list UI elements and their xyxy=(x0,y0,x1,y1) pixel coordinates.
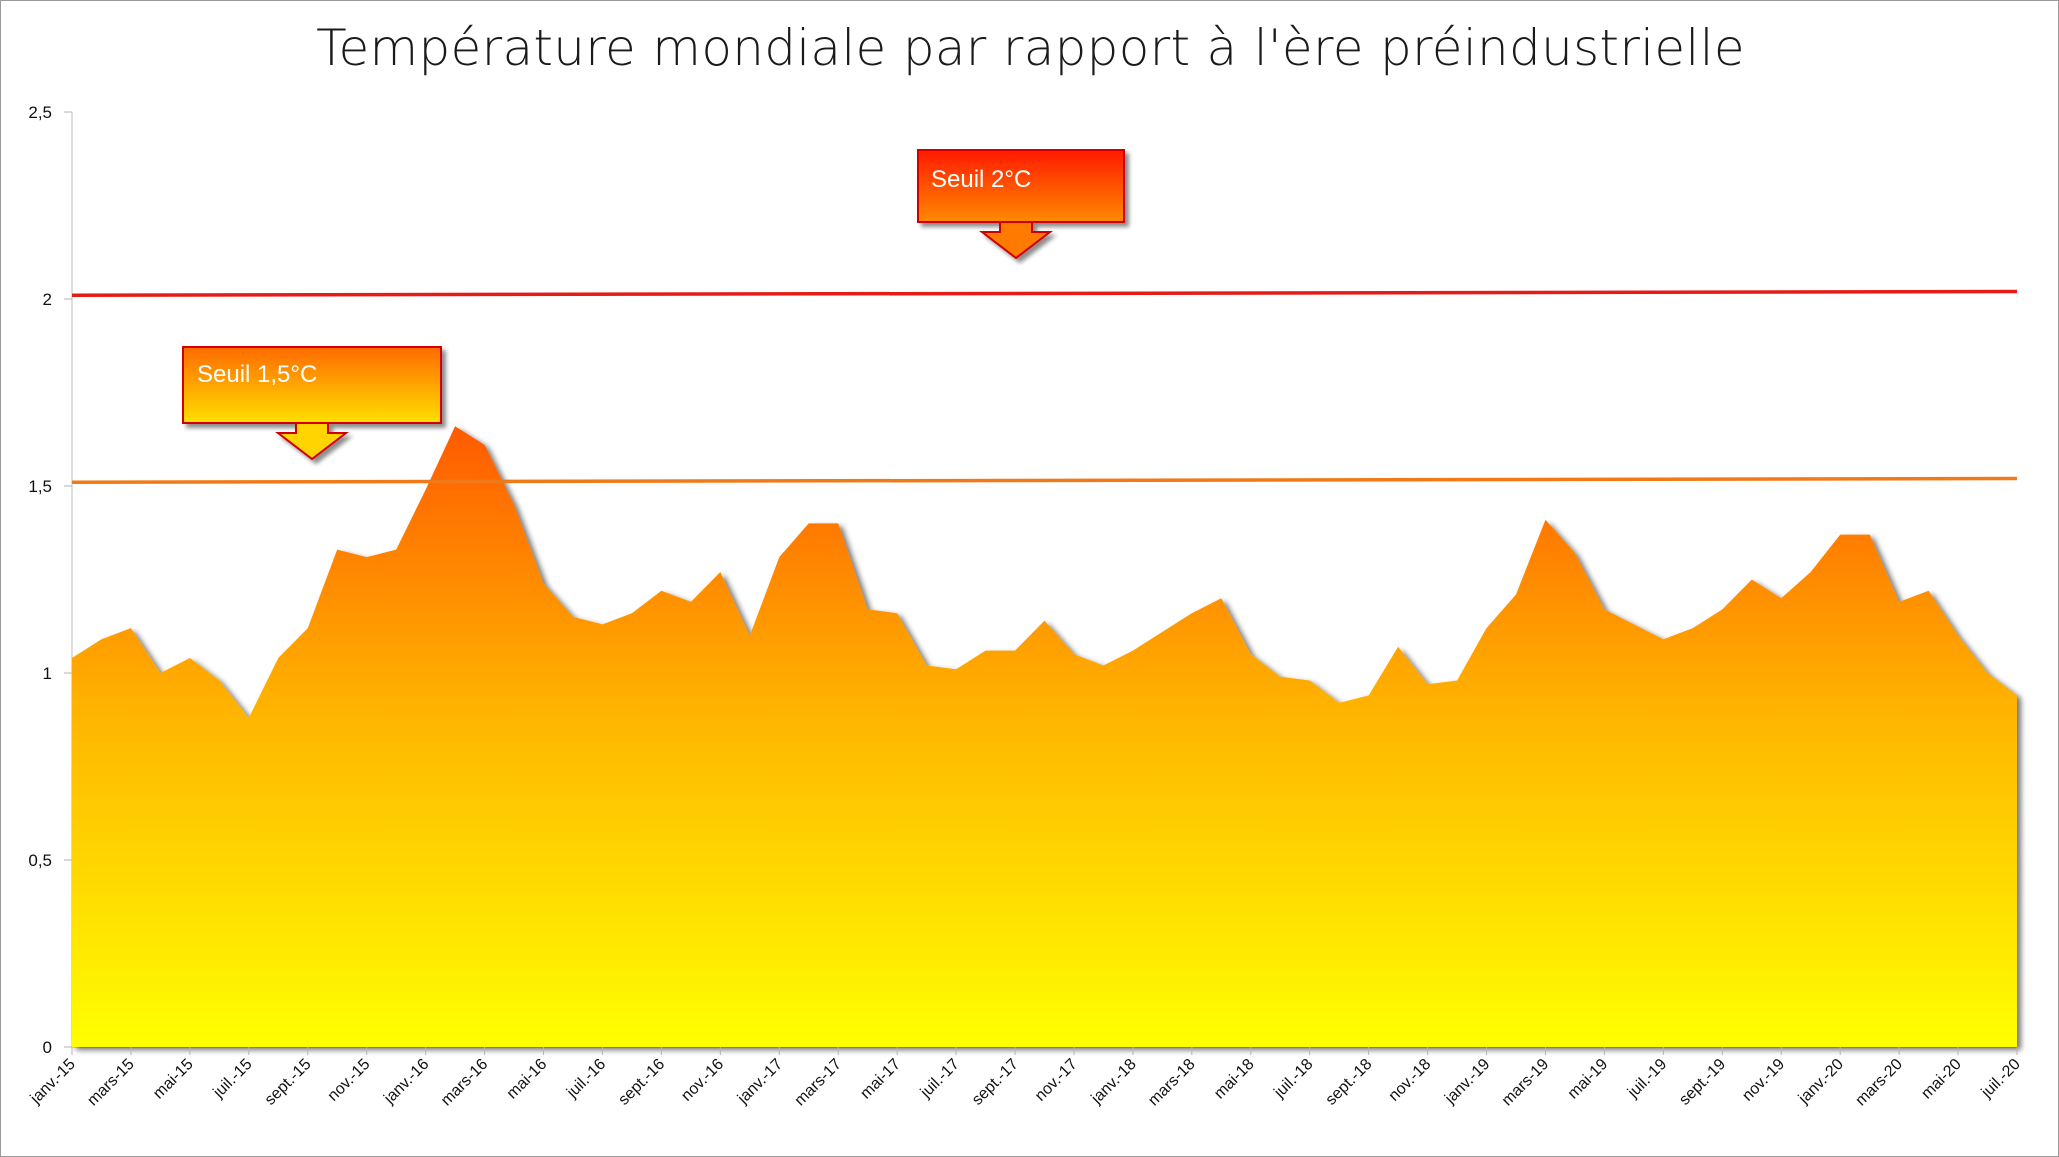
callout-box xyxy=(182,346,442,424)
x-tick-label: juil.-17 xyxy=(917,1056,963,1102)
threshold-callouts: Seuil 2°C Seuil 1,5°C xyxy=(182,149,1125,461)
x-tick-label: mai-19 xyxy=(1565,1056,1612,1103)
x-tick-label: nov.-17 xyxy=(1032,1056,1081,1105)
x-tick-label: janv.-15 xyxy=(27,1056,79,1108)
x-tick-label: sept.-16 xyxy=(615,1056,668,1109)
x-tick-label: juil.-18 xyxy=(1270,1056,1316,1102)
y-tick-label: 2 xyxy=(43,290,52,309)
callout-arrow xyxy=(275,422,349,461)
x-tick-label: janv.-20 xyxy=(1795,1056,1847,1108)
x-tick-label: juil.-20 xyxy=(1978,1056,2024,1102)
reference-line xyxy=(71,476,2018,485)
x-tick-label: mars-18 xyxy=(1145,1056,1199,1110)
x-tick-label: nov.-19 xyxy=(1739,1056,1788,1105)
x-tick-label: janv.-18 xyxy=(1088,1056,1140,1108)
x-tick-label: mars-16 xyxy=(438,1056,492,1110)
y-tick-label: 2,5 xyxy=(28,103,52,122)
x-tick-label: juil.-15 xyxy=(210,1056,256,1102)
y-tick-label: 1 xyxy=(43,664,52,683)
x-tick-label: juil.-19 xyxy=(1624,1056,1670,1102)
x-tick-label: mars-20 xyxy=(1852,1056,1906,1110)
callout-label: Seuil 2°C xyxy=(931,166,1031,193)
y-tick-label: 0,5 xyxy=(28,851,52,870)
y-tick-label: 0 xyxy=(43,1038,52,1057)
y-axis-ticks: 0 0,5 1 1,5 2 2,5 xyxy=(28,103,72,1057)
x-tick-label: mai-17 xyxy=(857,1056,904,1103)
x-tick-label: mars-17 xyxy=(792,1056,846,1110)
reference-line xyxy=(71,289,2018,298)
x-tick-label: sept.-18 xyxy=(1323,1056,1376,1109)
x-tick-label: sept.-19 xyxy=(1676,1056,1729,1109)
x-tick-label: mai-20 xyxy=(1918,1056,1965,1103)
x-axis-ticks: janv.-15 mars-15 mai-15 juil.-15 sept.-15 nov… xyxy=(27,1047,2024,1109)
x-tick-label: mars-19 xyxy=(1499,1056,1553,1110)
x-tick-label: nov.-15 xyxy=(325,1056,374,1105)
area-series xyxy=(72,426,2017,1047)
x-tick-label: mai-15 xyxy=(150,1056,197,1103)
x-tick-label: nov.-16 xyxy=(678,1056,727,1105)
callout-label: Seuil 1,5°C xyxy=(197,361,317,388)
threshold-callout xyxy=(182,346,442,461)
x-tick-label: juil.-16 xyxy=(563,1056,609,1102)
threshold-callout xyxy=(917,149,1125,260)
x-tick-label: sept.-15 xyxy=(262,1056,315,1109)
x-tick-label: mai-18 xyxy=(1211,1056,1258,1103)
x-tick-label: mars-15 xyxy=(84,1056,138,1110)
temperature-area xyxy=(72,426,2017,1047)
x-tick-label: nov.-18 xyxy=(1386,1056,1435,1105)
y-tick-label: 1,5 xyxy=(28,477,52,496)
x-tick-label: janv.-17 xyxy=(734,1056,786,1108)
x-tick-label: mai-16 xyxy=(504,1056,551,1103)
reference-lines xyxy=(71,289,2018,485)
x-tick-label: sept.-17 xyxy=(969,1056,1022,1109)
callout-arrow xyxy=(979,221,1053,260)
chart-title: Température mondiale par rapport à l'ère… xyxy=(316,19,1745,77)
x-tick-label: janv.-19 xyxy=(1441,1056,1493,1108)
x-tick-label: janv.-16 xyxy=(380,1056,432,1108)
